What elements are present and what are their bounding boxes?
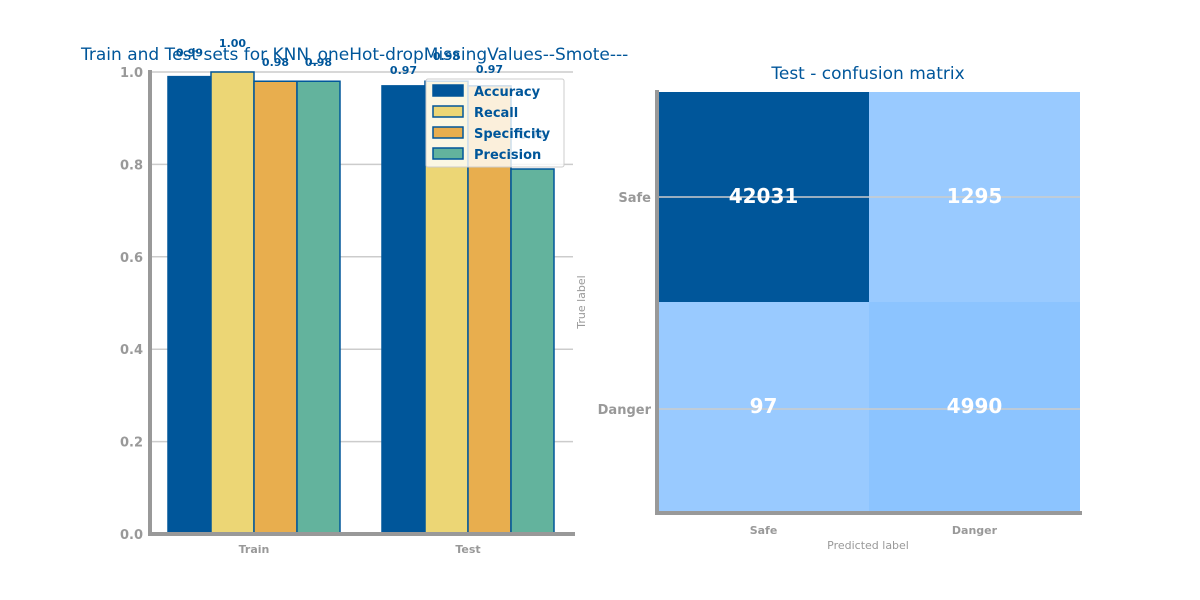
confusion-matrix: 42031 1295 97 4990 Safe Danger Safe Danger Tes… — [575, 64, 1082, 552]
bar-chart-title: Train and Test sets for KNN_oneHot-dropM… — [80, 45, 628, 65]
legend-swatch-specificity — [432, 126, 464, 139]
bar-y-tick-label: 0.4 — [120, 343, 143, 358]
bar-x-ticks: Train Test — [239, 543, 481, 556]
bar-data-label: 1.00 — [219, 37, 246, 50]
cm-x-tick-label: Safe — [750, 524, 778, 537]
bar-precision-test — [510, 168, 555, 535]
cm-cell — [869, 302, 1080, 512]
legend-swatch-precision — [432, 147, 464, 160]
cm-cell-value: 4990 — [947, 394, 1003, 418]
bar-chart: 0.991.000.980.980.970.980.970.79 0.00.20… — [80, 37, 628, 556]
legend-swatch-accuracy — [432, 84, 464, 97]
cm-y-tick-label: Danger — [598, 403, 652, 418]
cm-xlabel: Predicted label — [827, 539, 909, 552]
bar-data-label: 0.98 — [433, 50, 460, 63]
bar-y-ticks: 0.0 0.2 0.4 0.6 0.8 1.0 — [120, 66, 143, 543]
cm-x-tick-label: Danger — [952, 524, 998, 537]
bar-precision-train — [296, 80, 341, 535]
bar-x-tick-label: Train — [239, 543, 270, 556]
bar-accuracy-test — [381, 85, 426, 535]
cm-cell-value: 42031 — [729, 184, 799, 208]
legend-box — [425, 78, 565, 168]
cm-cell-value: 1295 — [947, 184, 1003, 208]
cm-ylabel: True label — [575, 275, 588, 329]
legend-label-accuracy: Accuracy — [474, 85, 541, 100]
bar-data-labels: 0.991.000.980.980.970.980.970.79 — [176, 37, 546, 142]
bar-data-label: 0.98 — [305, 56, 332, 69]
bar-data-label: 0.99 — [176, 47, 203, 60]
bar-data-label: 0.97 — [476, 63, 503, 76]
cm-cells — [658, 92, 1080, 512]
legend: Accuracy Recall Specificity Precision — [425, 78, 565, 168]
legend-label-specificity: Specificity — [474, 127, 551, 142]
bar-axes — [148, 70, 575, 536]
bar-data-label: 0.98 — [262, 56, 289, 69]
bar-y-tick-label: 0.8 — [120, 158, 143, 173]
cm-cell-value: 97 — [750, 394, 778, 418]
bar-y-tick-label: 0.6 — [120, 251, 143, 266]
bar-x-tick-label: Test — [455, 543, 480, 556]
bar-y-tick-label: 1.0 — [120, 66, 143, 81]
cm-cell — [658, 302, 869, 512]
legend-label-recall: Recall — [474, 106, 518, 121]
cm-ticks: Safe Danger Safe Danger — [598, 191, 998, 537]
bar-accuracy-train — [167, 75, 212, 535]
bar-y-tick-label: 0.0 — [120, 528, 143, 543]
bar-recall-train — [210, 71, 255, 535]
bar-data-label: 0.97 — [390, 64, 417, 77]
legend-swatch-recall — [432, 105, 464, 118]
cm-y-tick-label: Safe — [618, 191, 651, 206]
bar-y-tick-label: 0.2 — [120, 436, 143, 451]
cm-values: 42031 1295 97 4990 — [729, 184, 1003, 418]
cm-title: Test - confusion matrix — [770, 64, 964, 84]
bar-specificity-train — [253, 80, 298, 535]
legend-label-precision: Precision — [474, 148, 541, 163]
cm-gridlines — [658, 196, 1080, 410]
